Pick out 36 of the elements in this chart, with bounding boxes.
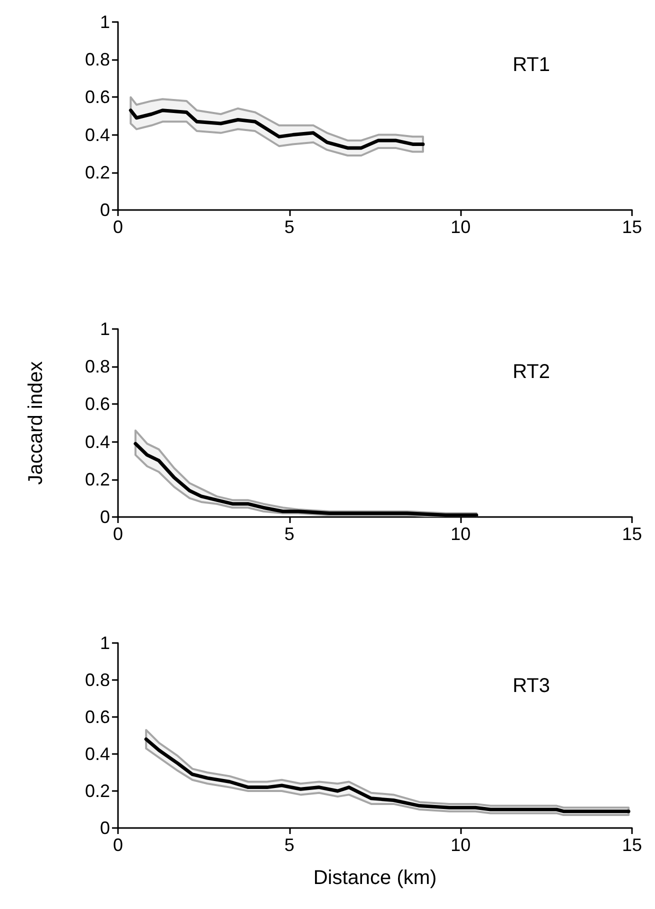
line-series	[128, 108, 425, 150]
x-tick-label: 10	[450, 217, 471, 237]
x-tick-label: 0	[112, 217, 124, 237]
y-tick-label: 0	[100, 818, 110, 838]
x-axis-title: Distance (km)	[313, 867, 437, 889]
text: RT2	[512, 361, 550, 383]
y-tick-label: 0.6	[84, 87, 110, 108]
y-tick-label: 0.8	[84, 50, 110, 70]
y-axis-title: Jaccard index	[25, 361, 47, 485]
y-tick-label: 0.4	[84, 744, 110, 764]
x-tick-label: 10	[450, 524, 471, 544]
y-tick-label: 0.6	[84, 394, 110, 414]
x-tick-label: 15	[622, 835, 642, 855]
y-tick-label: 0	[100, 507, 110, 527]
x-tick-label: 5	[284, 835, 294, 855]
y-tick-label: 1	[100, 319, 110, 339]
x-tick-label: 5	[284, 217, 294, 237]
x-tick-label: 0	[112, 835, 124, 855]
y-tick-label: 0.4	[84, 124, 110, 145]
y-tick-label: 0.2	[84, 781, 110, 801]
y-tick-label: 0.2	[84, 469, 110, 490]
y-tick-label: 1	[100, 633, 110, 653]
y-tick-label: 0.8	[84, 670, 110, 690]
x-tick-label: 5	[284, 524, 294, 544]
text: RT3	[512, 675, 550, 697]
x-tick-label: 15	[622, 524, 642, 544]
y-tick-label: 0	[100, 200, 110, 220]
y-tick-label: 0.8	[84, 356, 110, 377]
y-tick-label: 0.4	[84, 432, 110, 452]
x-tick-label: 0	[112, 524, 124, 544]
y-tick-label: 0.6	[84, 707, 110, 727]
x-tick-label: 10	[450, 835, 471, 855]
y-tick-label: 1	[100, 12, 110, 32]
x-tick-label: 15	[622, 217, 642, 237]
text: RT1	[512, 54, 550, 76]
y-tick-label: 0.2	[84, 162, 110, 182]
